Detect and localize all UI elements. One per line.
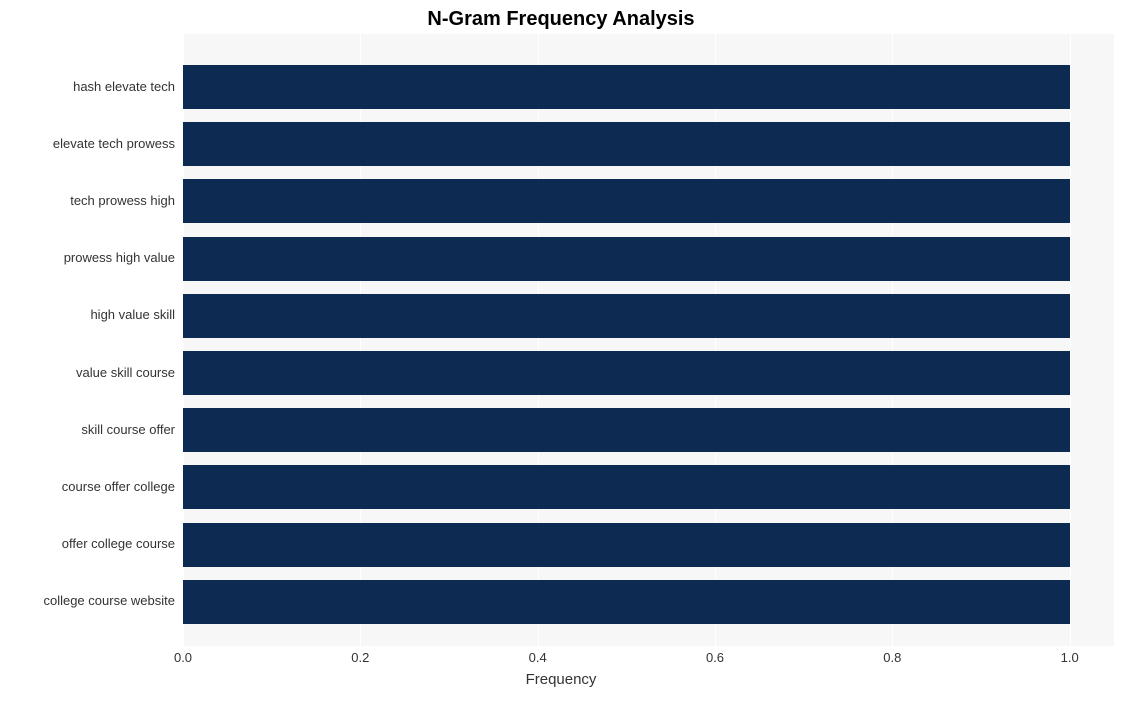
bar <box>183 465 1070 509</box>
x-tick-label: 0.4 <box>529 650 547 665</box>
bar <box>183 65 1070 109</box>
y-tick-label: prowess high value <box>0 250 175 265</box>
plot-area <box>183 34 1114 646</box>
x-tick-label: 0.0 <box>174 650 192 665</box>
ngram-frequency-chart: N-Gram Frequency Analysis Frequency hash… <box>0 0 1122 701</box>
y-tick-label: offer college course <box>0 536 175 551</box>
x-axis-label: Frequency <box>0 671 1122 688</box>
x-gridline <box>1070 34 1071 646</box>
y-tick-label: elevate tech prowess <box>0 136 175 151</box>
chart-title: N-Gram Frequency Analysis <box>0 8 1122 31</box>
y-tick-label: hash elevate tech <box>0 79 175 94</box>
bar <box>183 523 1070 567</box>
bar <box>183 179 1070 223</box>
y-tick-label: value skill course <box>0 365 175 380</box>
y-tick-label: tech prowess high <box>0 193 175 208</box>
bar <box>183 580 1070 624</box>
x-tick-label: 0.6 <box>706 650 724 665</box>
y-tick-label: high value skill <box>0 307 175 322</box>
y-tick-label: skill course offer <box>0 422 175 437</box>
bar <box>183 294 1070 338</box>
bar <box>183 122 1070 166</box>
y-tick-label: course offer college <box>0 479 175 494</box>
bar <box>183 351 1070 395</box>
bar <box>183 237 1070 281</box>
x-tick-label: 0.2 <box>351 650 369 665</box>
y-tick-label: college course website <box>0 593 175 608</box>
bar <box>183 408 1070 452</box>
x-tick-label: 0.8 <box>883 650 901 665</box>
x-tick-label: 1.0 <box>1061 650 1079 665</box>
